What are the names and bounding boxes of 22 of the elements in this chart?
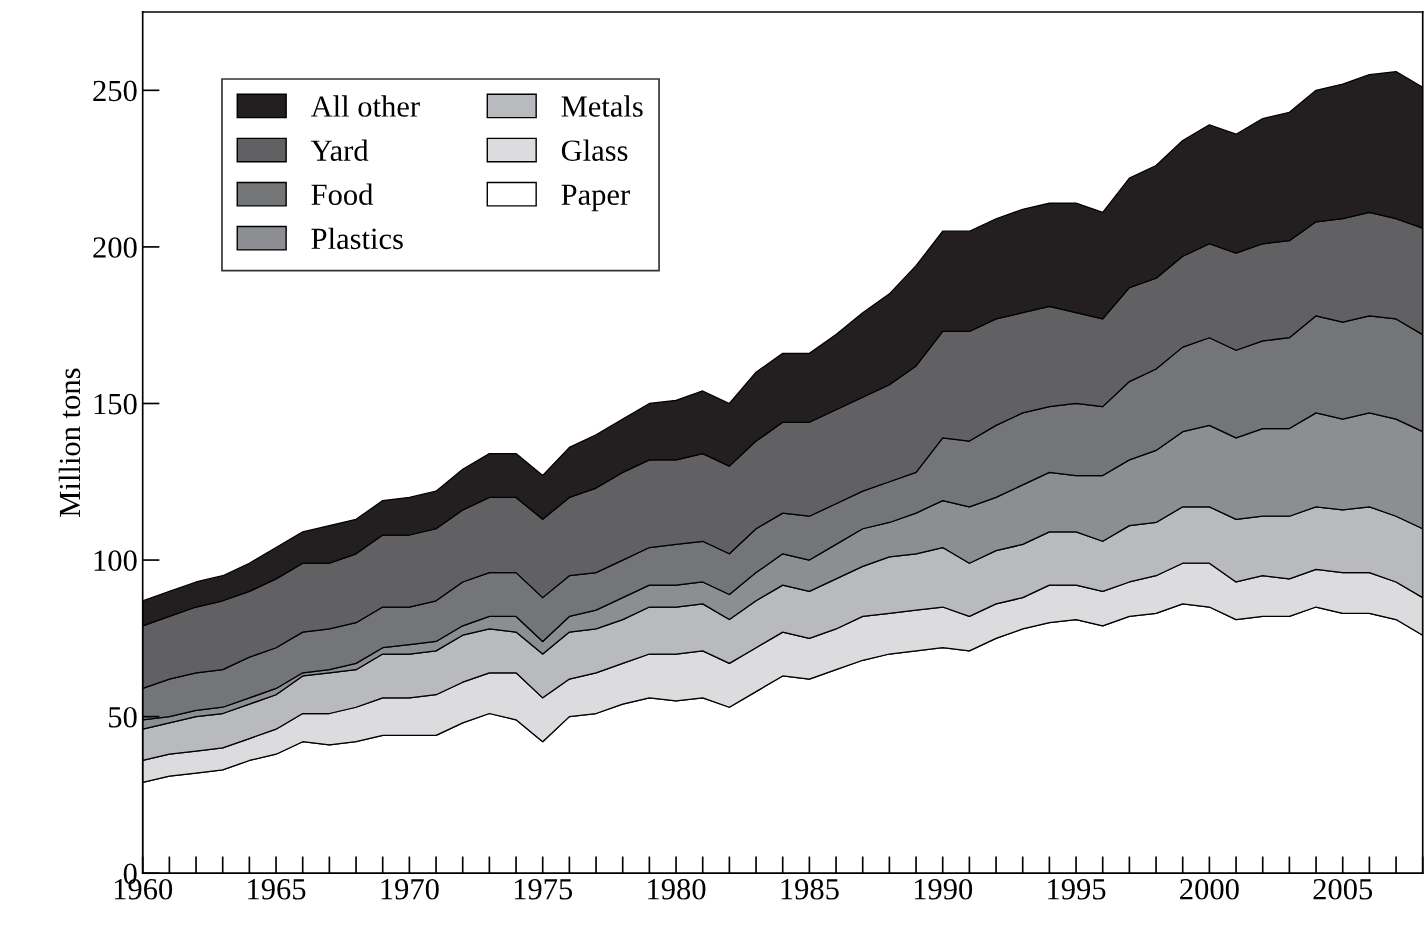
- y-axis-title: Million tons: [58, 368, 81, 517]
- x-tick-label: 1975: [514, 879, 573, 900]
- legend-label: Food: [311, 183, 374, 206]
- x-tick-label: 1995: [1048, 879, 1106, 900]
- legend-label: Metals: [561, 95, 643, 117]
- legend-label: All other: [310, 95, 420, 117]
- x-tick-label: 1965: [248, 879, 306, 900]
- x-tick-label: 1985: [781, 878, 839, 900]
- x-tick-label: 1980: [648, 878, 706, 900]
- y-tick-label: 150: [94, 393, 137, 415]
- legend-label: Plastics: [311, 227, 403, 250]
- x-tick-label: 1990: [914, 878, 973, 900]
- y-tick-label: 250: [93, 80, 137, 102]
- y-tick-label: 100: [94, 550, 137, 571]
- x-tick-label: 1970: [381, 878, 439, 900]
- x-tick-label: 2005: [1313, 878, 1373, 900]
- legend-label: Paper: [561, 184, 630, 212]
- y-tick-label: 200: [93, 237, 137, 258]
- legend-label: Glass: [561, 139, 628, 161]
- y-tick-label: 50: [109, 706, 137, 728]
- x-tick-label: 2000: [1180, 878, 1239, 900]
- legend-label: Yard: [310, 139, 369, 161]
